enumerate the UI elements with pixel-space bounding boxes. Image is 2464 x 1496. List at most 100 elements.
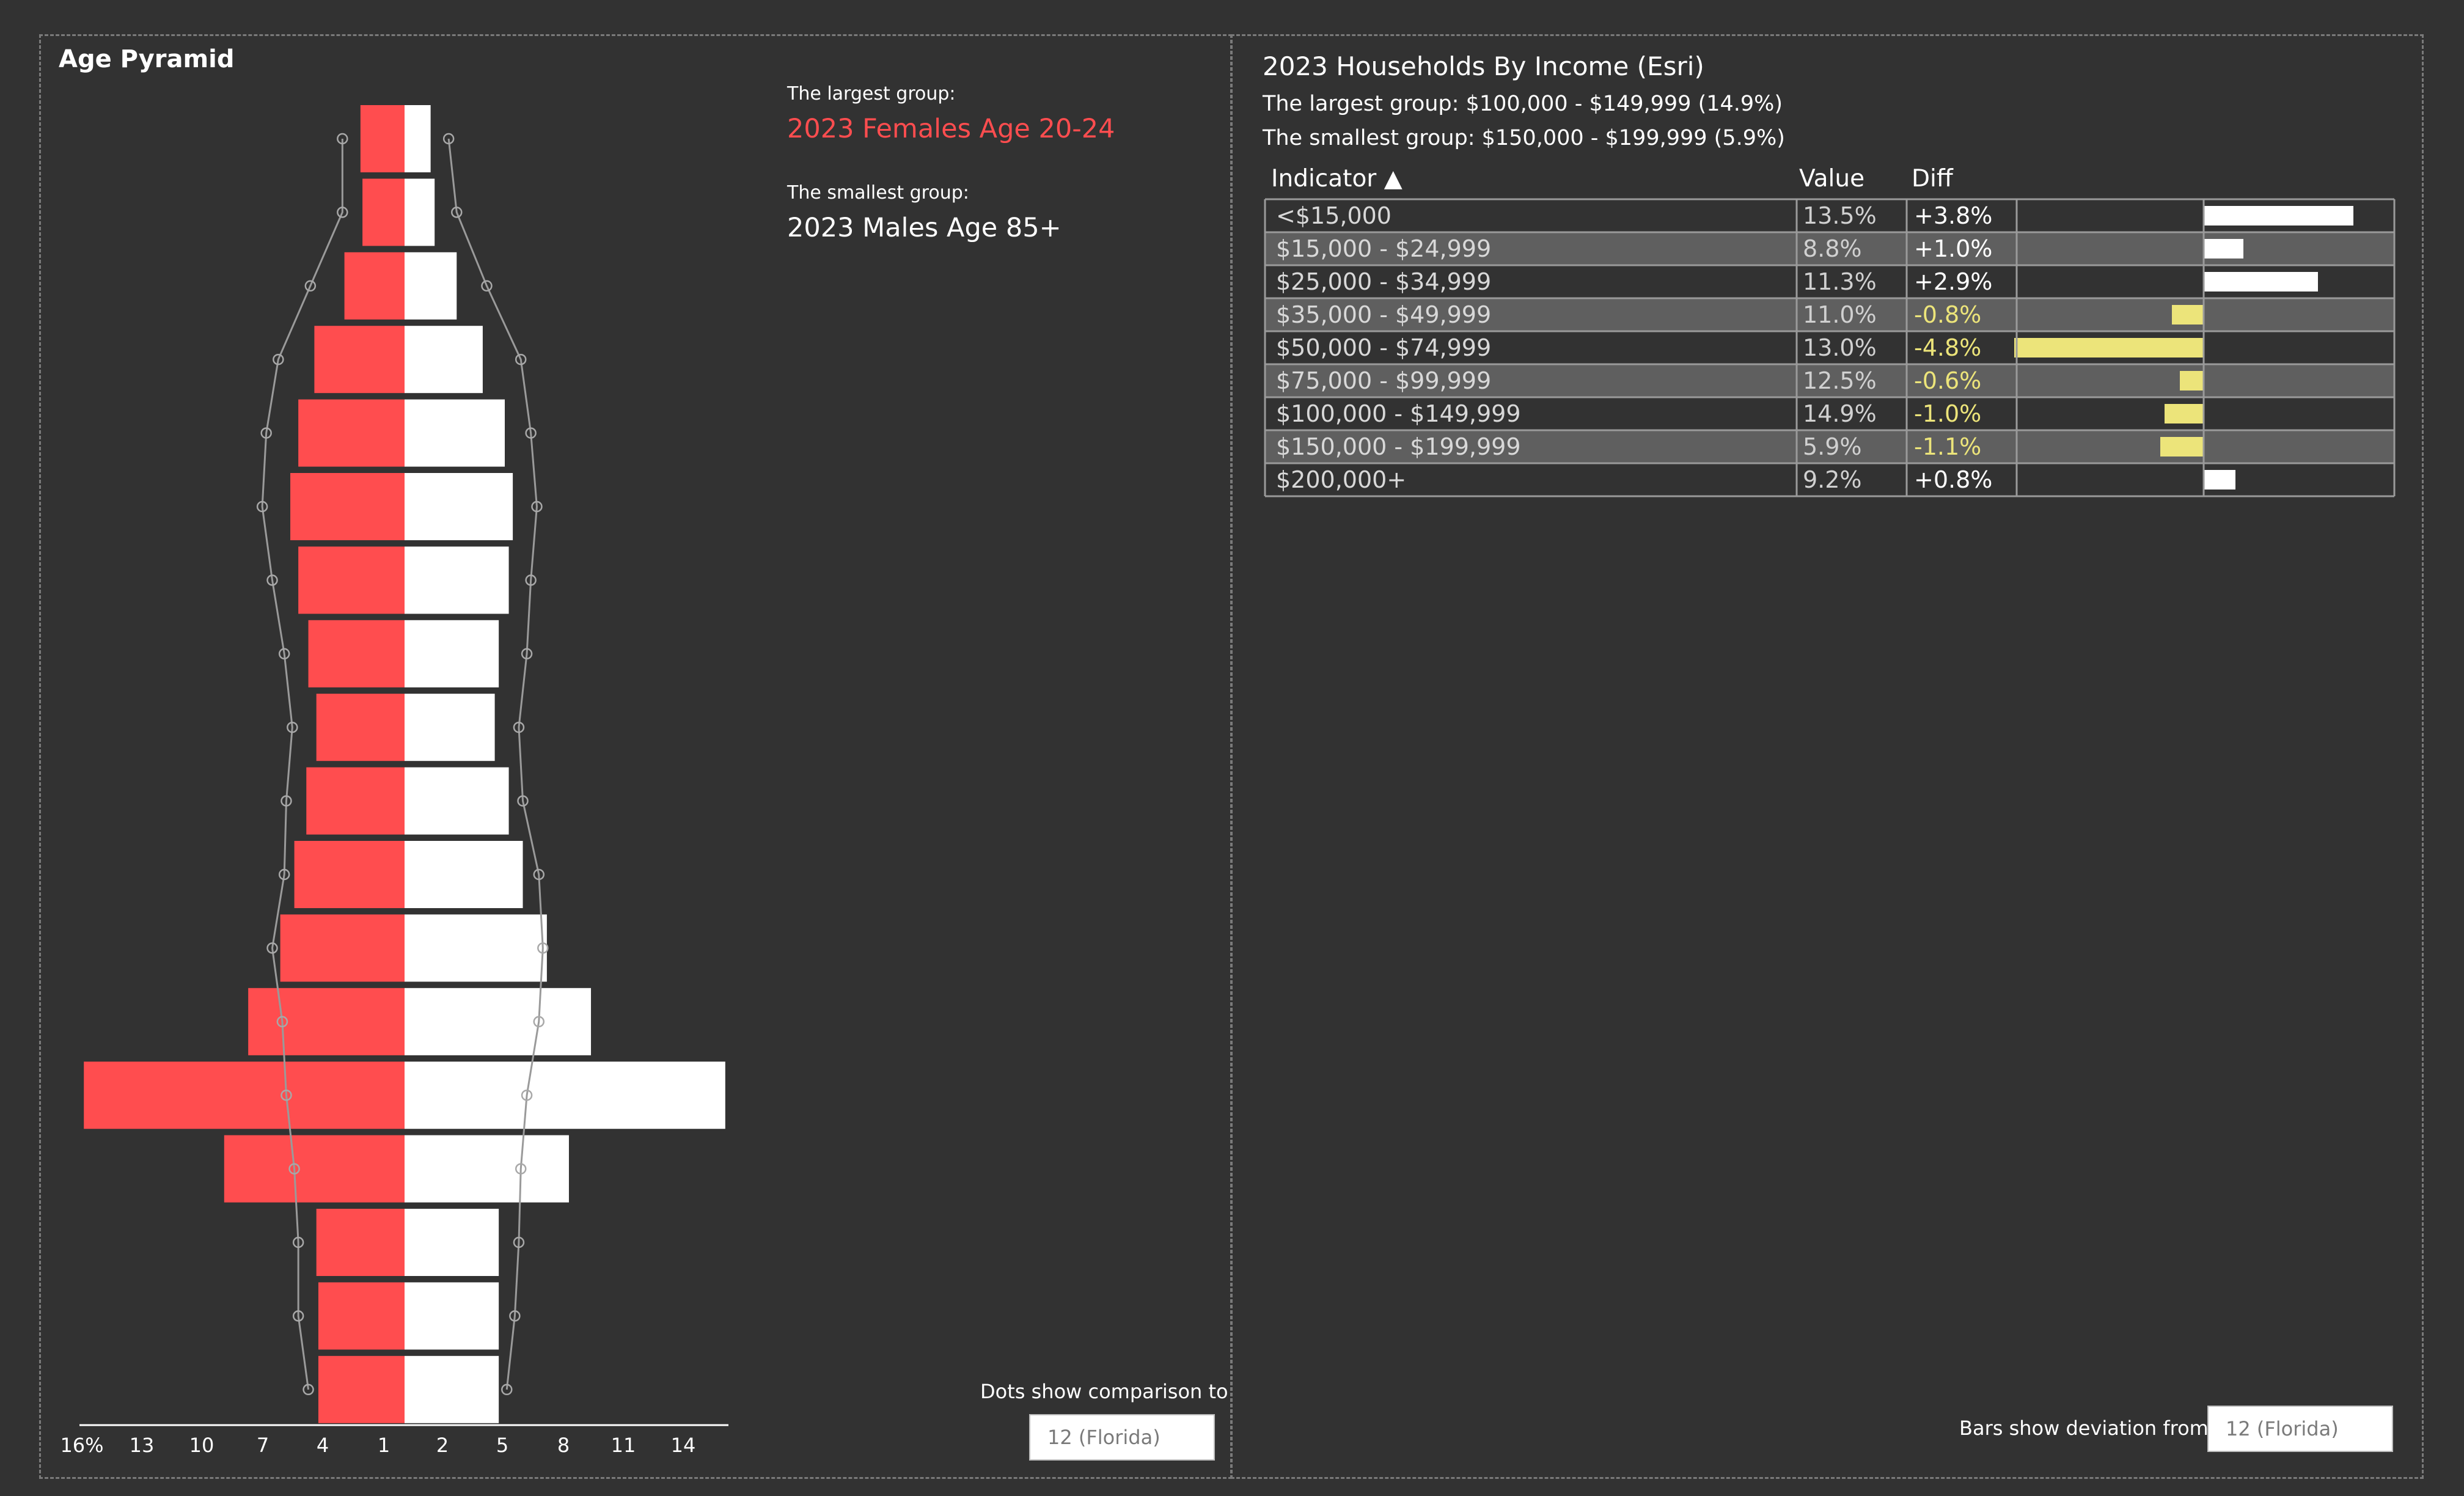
male-comparison-line [261, 139, 343, 1390]
male-bar [306, 767, 405, 835]
value-column-header[interactable]: Value [1799, 165, 1865, 193]
indicator-cell: $25,000 - $34,999 [1276, 268, 1492, 295]
diff-cell: +3.8% [1914, 202, 1993, 229]
income-table-row[interactable]: $50,000 - $74,999 13.0% -4.8% [1265, 331, 2394, 364]
female-bar [405, 473, 513, 540]
male-comparison-dot [280, 1089, 292, 1101]
male-bar [316, 1209, 405, 1276]
male-bar [248, 988, 405, 1055]
income-table-row[interactable]: $150,000 - $199,999 5.9% -1.1% [1265, 430, 2394, 463]
deviation-bar-cell [2017, 463, 2392, 496]
pyramid-axis-tick-label: 13 [130, 1434, 155, 1457]
female-bar [405, 105, 431, 172]
female-comparison-dot [515, 353, 527, 365]
male-comparison-dot [260, 427, 272, 439]
male-bar [316, 694, 405, 761]
deviation-bar-cell [2017, 265, 2392, 298]
female-comparison-dot [533, 1016, 545, 1028]
income-table-row[interactable]: $35,000 - $49,999 11.0% -0.8% [1265, 298, 2394, 331]
male-comparison-dot [337, 207, 348, 218]
female-bar [405, 620, 499, 688]
value-cell: 9.2% [1803, 466, 1862, 493]
indicator-cell: <$15,000 [1276, 202, 1392, 229]
comparison-select[interactable]: 12 (Florida) [1029, 1414, 1215, 1461]
male-bar [84, 1062, 405, 1129]
male-comparison-dot [287, 721, 298, 733]
indicator-cell: $200,000+ [1276, 466, 1407, 493]
income-table-row[interactable]: <$15,000 13.5% +3.8% [1265, 199, 2394, 232]
female-bar [405, 178, 435, 246]
comparison-label: Dots show comparison to [980, 1380, 1228, 1403]
female-comparison-dot [442, 133, 455, 145]
value-cell: 11.3% [1803, 268, 1877, 295]
female-comparison-dot [513, 1236, 525, 1248]
income-table-row[interactable]: $25,000 - $34,999 11.3% +2.9% [1265, 265, 2394, 298]
male-comparison-dot [304, 280, 317, 292]
pyramid-axis-tick-label: 7 [257, 1434, 269, 1457]
diff-cell: -1.1% [1914, 433, 1982, 460]
female-bar [405, 1282, 499, 1350]
female-bar [405, 841, 523, 908]
diff-cell: +0.8% [1914, 466, 1993, 493]
income-table-row[interactable]: $75,000 - $99,999 12.5% -0.6% [1265, 364, 2394, 397]
pyramid-title: Age Pyramid [59, 45, 235, 73]
positive-deviation-bar [2204, 206, 2354, 226]
value-cell: 12.5% [1803, 367, 1877, 394]
value-cell: 11.0% [1803, 301, 1877, 328]
male-bar [298, 546, 405, 614]
male-comparison-dot [292, 1310, 304, 1322]
pyramid-axis-tick-label: 5 [496, 1434, 508, 1457]
diff-cell: -1.0% [1914, 400, 1982, 427]
female-bar [405, 767, 509, 835]
largest-group-value: 2023 Females Age 20-24 [787, 114, 1115, 144]
female-comparison-dot [537, 942, 549, 954]
female-bar [405, 914, 547, 982]
female-comparison-dot [517, 795, 529, 807]
diff-cell: -0.6% [1914, 367, 1982, 394]
diff-cell: +2.9% [1914, 268, 1993, 295]
deviation-select[interactable]: 12 (Florida) [2207, 1406, 2393, 1452]
male-bar [318, 1355, 405, 1423]
female-comparison-dot [509, 1310, 521, 1322]
pyramid-axis-tick-label: 8 [557, 1434, 570, 1457]
deviation-bar-cell [2014, 331, 2392, 364]
female-comparison-dot [481, 280, 493, 292]
male-bar [224, 1135, 405, 1203]
pyramid-axis-tick-label: 16% [60, 1434, 103, 1457]
value-cell: 8.8% [1803, 235, 1862, 262]
negative-deviation-bar [2014, 338, 2204, 358]
indicator-cell: $75,000 - $99,999 [1276, 367, 1492, 394]
male-bar [318, 1282, 405, 1350]
income-title: 2023 Households By Income (Esri) [1263, 51, 1704, 81]
deviation-bar-cell [2017, 298, 2392, 331]
male-bar [298, 399, 405, 467]
male-comparison-dot [292, 1236, 304, 1248]
income-table-row[interactable]: $100,000 - $149,999 14.9% -1.0% [1265, 397, 2394, 430]
income-table-row[interactable]: $200,000+ 9.2% +0.8% [1265, 463, 2394, 496]
female-comparison-dot [451, 207, 463, 218]
female-bar [405, 694, 495, 761]
female-comparison-dot [501, 1384, 513, 1396]
male-bar [308, 620, 405, 688]
female-comparison-dot [525, 427, 537, 439]
female-comparison-dot [525, 574, 537, 586]
indicator-cell: $100,000 - $149,999 [1276, 400, 1521, 427]
income-panel [1231, 34, 2424, 1479]
indicator-cell: $15,000 - $24,999 [1276, 235, 1492, 262]
male-bar [360, 105, 405, 172]
deviation-bar-cell [2017, 364, 2392, 397]
male-bar [280, 914, 405, 982]
indicator-column-header[interactable]: Indicator ▲ [1271, 165, 1402, 193]
male-comparison-dot [337, 133, 348, 145]
income-table-row[interactable]: $15,000 - $24,999 8.8% +1.0% [1265, 232, 2394, 265]
diff-column-header[interactable]: Diff [1912, 165, 1953, 193]
negative-deviation-bar [2172, 305, 2204, 324]
male-comparison-dot [278, 648, 290, 660]
female-bar [405, 988, 592, 1055]
diff-cell: -4.8% [1914, 334, 1982, 361]
largest-group-label: The largest group: [787, 83, 956, 105]
female-bar [405, 1135, 569, 1203]
female-comparison-line [447, 138, 544, 1390]
male-comparison-dot [266, 942, 278, 954]
female-bar [405, 252, 457, 320]
